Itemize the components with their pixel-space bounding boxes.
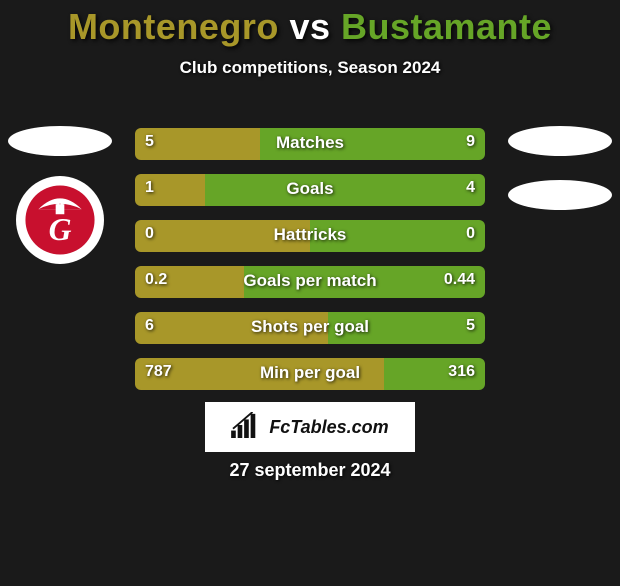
stat-bar: 0.20.44Goals per match: [135, 266, 485, 298]
stat-value-right: 0: [466, 225, 475, 243]
team2-ellipse-1-icon: [508, 126, 612, 156]
stat-bar: 787316Min per goal: [135, 358, 485, 390]
team1-ellipse-icon: [8, 126, 112, 156]
stat-value-right: 5: [466, 317, 475, 335]
vs-text: vs: [289, 6, 330, 47]
stat-bar-right-fill: [310, 220, 485, 252]
stat-value-right: 4: [466, 179, 475, 197]
stat-bar-right-fill: [328, 312, 486, 344]
stat-value-left: 0: [145, 225, 154, 243]
stat-bar: 00Hattricks: [135, 220, 485, 252]
stat-value-right: 9: [466, 133, 475, 151]
logos-right: [508, 126, 612, 210]
brand-text: FcTables.com: [269, 417, 388, 438]
stat-bar-left-fill: [135, 220, 310, 252]
brand-box: FcTables.com: [205, 402, 415, 452]
stat-bar-left-fill: [135, 358, 384, 390]
date-text: 27 september 2024: [0, 460, 620, 481]
stat-bar: 59Matches: [135, 128, 485, 160]
stats-bars: 59Matches14Goals00Hattricks0.20.44Goals …: [135, 128, 485, 390]
page-title: Montenegro vs Bustamante: [0, 6, 620, 48]
team2-ellipse-2-icon: [508, 180, 612, 210]
stat-value-left: 6: [145, 317, 154, 335]
stat-value-left: 787: [145, 363, 172, 381]
team1-badge-icon: G: [16, 176, 104, 264]
svg-text:G: G: [49, 212, 72, 247]
stat-value-right: 316: [448, 363, 475, 381]
stat-bar-right-fill: [260, 128, 485, 160]
stat-bar-right-fill: [205, 174, 485, 206]
stat-bar: 14Goals: [135, 174, 485, 206]
stat-value-right: 0.44: [444, 271, 475, 289]
brand-logo-icon: [231, 412, 261, 443]
player2-name: Bustamante: [341, 6, 552, 47]
player1-name: Montenegro: [68, 6, 279, 47]
subtitle: Club competitions, Season 2024: [0, 58, 620, 78]
logos-left: G: [8, 126, 112, 264]
stat-bar: 65Shots per goal: [135, 312, 485, 344]
stat-bar-left-fill: [135, 312, 328, 344]
stat-value-left: 0.2: [145, 271, 167, 289]
stat-value-left: 1: [145, 179, 154, 197]
stat-value-left: 5: [145, 133, 154, 151]
